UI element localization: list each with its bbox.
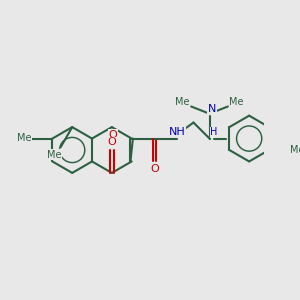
Text: NH: NH <box>169 127 186 136</box>
Text: O: O <box>108 130 117 140</box>
Text: Me: Me <box>230 97 244 107</box>
Text: N: N <box>208 103 216 114</box>
Text: Me: Me <box>290 145 300 155</box>
Text: O: O <box>150 164 159 174</box>
Text: Me: Me <box>175 97 190 107</box>
Text: Me: Me <box>47 150 62 160</box>
Text: Me: Me <box>17 133 32 143</box>
Text: O: O <box>107 137 116 147</box>
Text: H: H <box>210 128 218 137</box>
